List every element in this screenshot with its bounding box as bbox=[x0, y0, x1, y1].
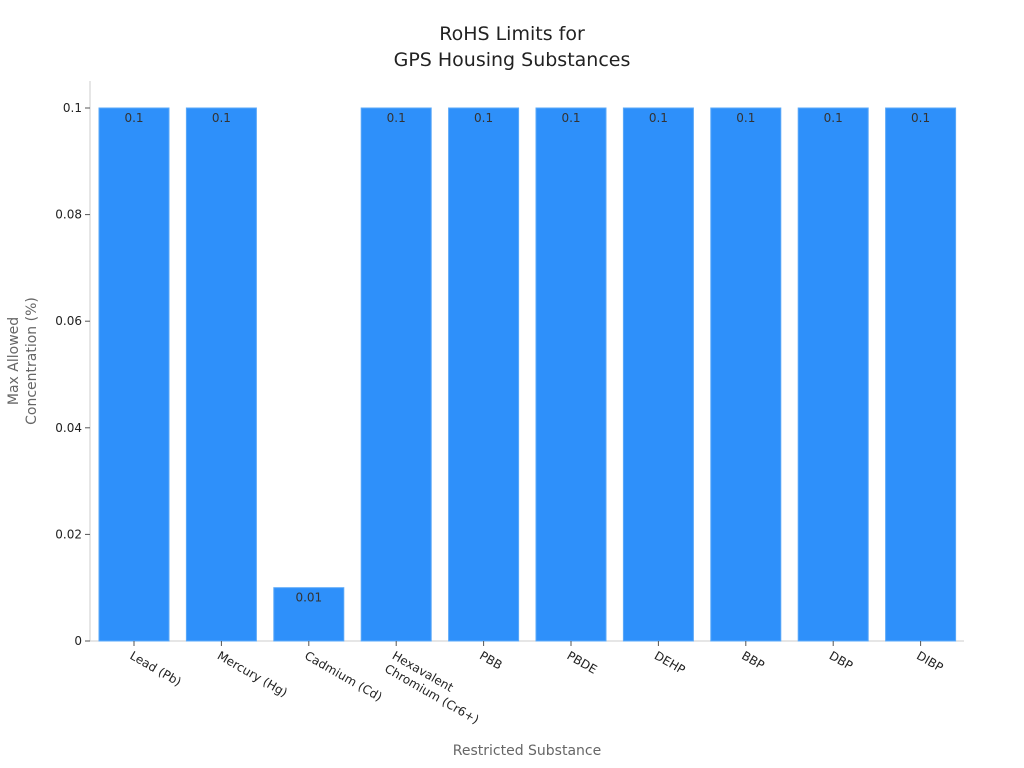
chart-title-line-2: GPS Housing Substances bbox=[394, 49, 631, 71]
bar-value-label: 0.1 bbox=[911, 111, 930, 125]
x-tick-label: PBDE bbox=[565, 648, 600, 676]
y-tick-label: 0.06 bbox=[55, 314, 82, 328]
y-tick-label: 0.02 bbox=[55, 527, 82, 541]
y-axis-ticks: 0 0.02 0.04 0.06 0.08 0.1 bbox=[55, 101, 90, 648]
y-axis-label-line: Max Allowed bbox=[6, 317, 22, 405]
bar bbox=[185, 107, 257, 642]
y-tick-label: 0.04 bbox=[55, 421, 82, 435]
x-tick-label: DEHP bbox=[652, 648, 688, 677]
bar-value-label: 0.1 bbox=[474, 111, 493, 125]
bar-value-label: 0.1 bbox=[824, 111, 843, 125]
bar bbox=[273, 587, 345, 642]
chart-title-line-1: RoHS Limits for bbox=[439, 23, 585, 45]
bar bbox=[885, 107, 957, 642]
x-tick-label: DBP bbox=[827, 648, 855, 672]
bar-value-label: 0.1 bbox=[561, 111, 580, 125]
bar-value-label: 0.1 bbox=[649, 111, 668, 125]
bar-value-label: 0.01 bbox=[295, 591, 322, 605]
y-tick-label: 0.1 bbox=[63, 101, 82, 115]
bars: 0.1 0.1 0.01 0.1 0.1 0.1 0.1 0.1 0.1 0.1 bbox=[98, 107, 957, 642]
bar bbox=[98, 107, 170, 642]
y-tick-label: 0.08 bbox=[55, 208, 82, 222]
y-axis-label: Max Allowed Concentration (%) bbox=[6, 297, 40, 425]
y-axis-label-line: Concentration (%) bbox=[24, 297, 40, 425]
x-tick-label: HexavalentChromium (Cr6+) bbox=[382, 648, 489, 726]
y-tick-label: 0 bbox=[74, 634, 82, 648]
bar bbox=[797, 107, 869, 642]
bar-value-label: 0.1 bbox=[212, 111, 231, 125]
x-tick-label: Cadmium (Cd) bbox=[302, 648, 384, 704]
bar bbox=[710, 107, 782, 642]
bar bbox=[535, 107, 607, 642]
x-tick-label: Lead (Pb) bbox=[128, 648, 184, 689]
chart-title: RoHS Limits for GPS Housing Substances bbox=[394, 23, 631, 71]
bar bbox=[622, 107, 694, 642]
x-tick-label: BBP bbox=[739, 648, 767, 672]
bar bbox=[448, 107, 520, 642]
bar-value-label: 0.1 bbox=[736, 111, 755, 125]
x-tick-label: DIBP bbox=[914, 648, 945, 674]
x-axis-ticks: Lead (Pb) Mercury (Hg) Cadmium (Cd) Hexaval… bbox=[128, 641, 946, 727]
x-axis-label: Restricted Substance bbox=[453, 743, 601, 759]
bar-value-label: 0.1 bbox=[124, 111, 143, 125]
x-tick-label: Mercury (Hg) bbox=[215, 648, 290, 699]
x-tick-label: PBB bbox=[477, 648, 505, 672]
bar-value-label: 0.1 bbox=[387, 111, 406, 125]
bar bbox=[360, 107, 432, 642]
